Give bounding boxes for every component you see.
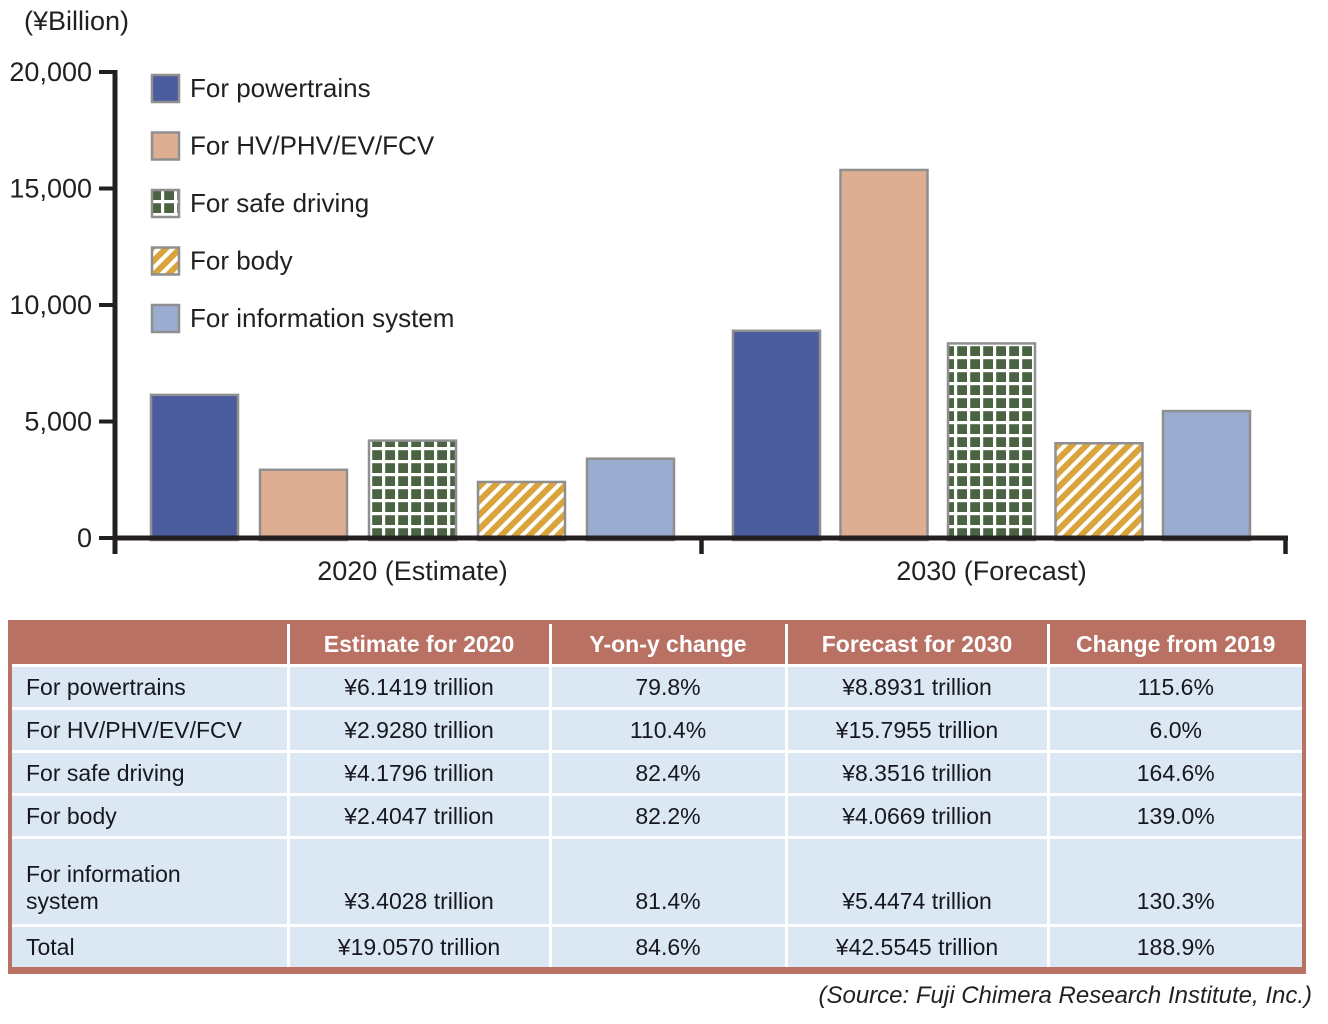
row-label: For information system (8, 836, 290, 927)
table-row: For HV/PHV/EV/FCV ¥2.9280 trillion 110.4% ¥… (8, 707, 1306, 753)
table-cell: 115.6% (1046, 664, 1306, 710)
bar (367, 439, 458, 542)
legend-label: For safe driving (190, 188, 369, 218)
legend-label: For HV/PHV/EV/FCV (190, 131, 435, 161)
column-header: Forecast for 2030 (784, 620, 1050, 667)
legend-label: For powertrains (190, 73, 371, 103)
table-cell: 84.6% (548, 924, 788, 972)
table-cell: 130.3% (1046, 836, 1306, 927)
legend-swatch (150, 73, 181, 104)
table-cell: ¥15.7955 trillion (784, 707, 1050, 753)
y-axis-tick-label: 0 (77, 523, 92, 553)
legend-swatch (150, 188, 181, 219)
bar (731, 329, 822, 542)
bar (585, 457, 676, 542)
table-cell: ¥3.4028 trillion (286, 836, 552, 927)
legend-item: For information system (150, 303, 454, 334)
column-header: Change from 2019 (1046, 620, 1306, 667)
table-cell: 110.4% (548, 707, 788, 753)
table-cell: 139.0% (1046, 793, 1306, 839)
table-cell: ¥8.3516 trillion (784, 750, 1050, 796)
column-header: Y-on-y change (548, 620, 788, 667)
row-label: For safe driving (8, 750, 290, 796)
bar-chart: (¥Billion) 0 5,000 10,000 15,000 20,000 2020 … (9, 6, 1288, 586)
x-axis-category-label: 2030 (Forecast) (896, 556, 1087, 586)
legend-swatch (150, 131, 181, 161)
table-row: Total ¥19.0570 trillion 84.6% ¥42.5545 tril… (8, 924, 1306, 972)
data-table-wrap: Estimate for 2020 Y-on-y change Forecast f… (8, 620, 1320, 974)
table-row: For safe driving ¥4.1796 trillion 82.4% ¥8.… (8, 750, 1306, 796)
corner-header (8, 620, 290, 667)
legend-item: For powertrains (150, 73, 371, 104)
bar (839, 168, 929, 542)
table-cell: 82.2% (548, 793, 788, 839)
y-axis-tick-label: 15,000 (9, 174, 92, 204)
legend-swatch (150, 246, 181, 276)
table-cell: ¥19.0570 trillion (286, 924, 552, 972)
bar (149, 393, 240, 542)
legend-item: For body (150, 246, 293, 276)
table-cell: 81.4% (548, 836, 788, 927)
table-cell: 82.4% (548, 750, 788, 796)
table-cell: ¥2.4047 trillion (286, 793, 552, 839)
legend-swatch (150, 303, 181, 334)
table-cell: 6.0% (1046, 707, 1306, 753)
bar (258, 468, 349, 542)
table-cell: 188.9% (1046, 924, 1306, 972)
bar (476, 480, 567, 542)
legend-item: For safe driving (150, 188, 369, 219)
y-axis-tick-label: 10,000 (9, 290, 92, 320)
bar (946, 342, 1037, 542)
source-note: (Source: Fuji Chimera Research Institute… (818, 982, 1312, 1009)
table-row: For body ¥2.4047 trillion 82.2% ¥4.0669 tri… (8, 793, 1306, 839)
y-axis-unit-label: (¥Billion) (24, 6, 130, 36)
bar-chart-svg: 0 5,000 10,000 15,000 20,000 2020 (Estimate) 2… (9, 57, 1288, 586)
y-axis-tick-label: 5,000 (24, 407, 92, 437)
bar (1054, 441, 1144, 542)
table-cell: 79.8% (548, 664, 788, 710)
row-label: For powertrains (8, 664, 290, 710)
table-cell: ¥2.9280 trillion (286, 707, 552, 753)
table-header-row: Estimate for 2020 Y-on-y change Forecast f… (8, 620, 1306, 667)
y-axis-tick-label: 20,000 (9, 57, 92, 87)
row-label: Total (8, 924, 290, 972)
x-axis-category-label: 2020 (Estimate) (317, 556, 508, 586)
row-label: For HV/PHV/EV/FCV (8, 707, 290, 753)
bar (1161, 409, 1252, 542)
legend-item: For HV/PHV/EV/FCV (150, 131, 435, 161)
table-cell: ¥4.0669 trillion (784, 793, 1050, 839)
legend-label: For body (190, 246, 293, 276)
table-cell: 164.6% (1046, 750, 1306, 796)
table-row: For information system ¥3.4028 trillion 81… (8, 836, 1306, 927)
column-header: Estimate for 2020 (286, 620, 552, 667)
table-row: For powertrains ¥6.1419 trillion 79.8% ¥8.8… (8, 664, 1306, 710)
data-table: Estimate for 2020 Y-on-y change Forecast f… (8, 620, 1306, 974)
table-cell: ¥8.8931 trillion (784, 664, 1050, 710)
table-cell: ¥5.4474 trillion (784, 836, 1050, 927)
table-cell: ¥6.1419 trillion (286, 664, 552, 710)
table-cell: ¥4.1796 trillion (286, 750, 552, 796)
row-label: For body (8, 793, 290, 839)
legend-label: For information system (190, 303, 454, 333)
table-cell: ¥42.5545 trillion (784, 924, 1050, 972)
